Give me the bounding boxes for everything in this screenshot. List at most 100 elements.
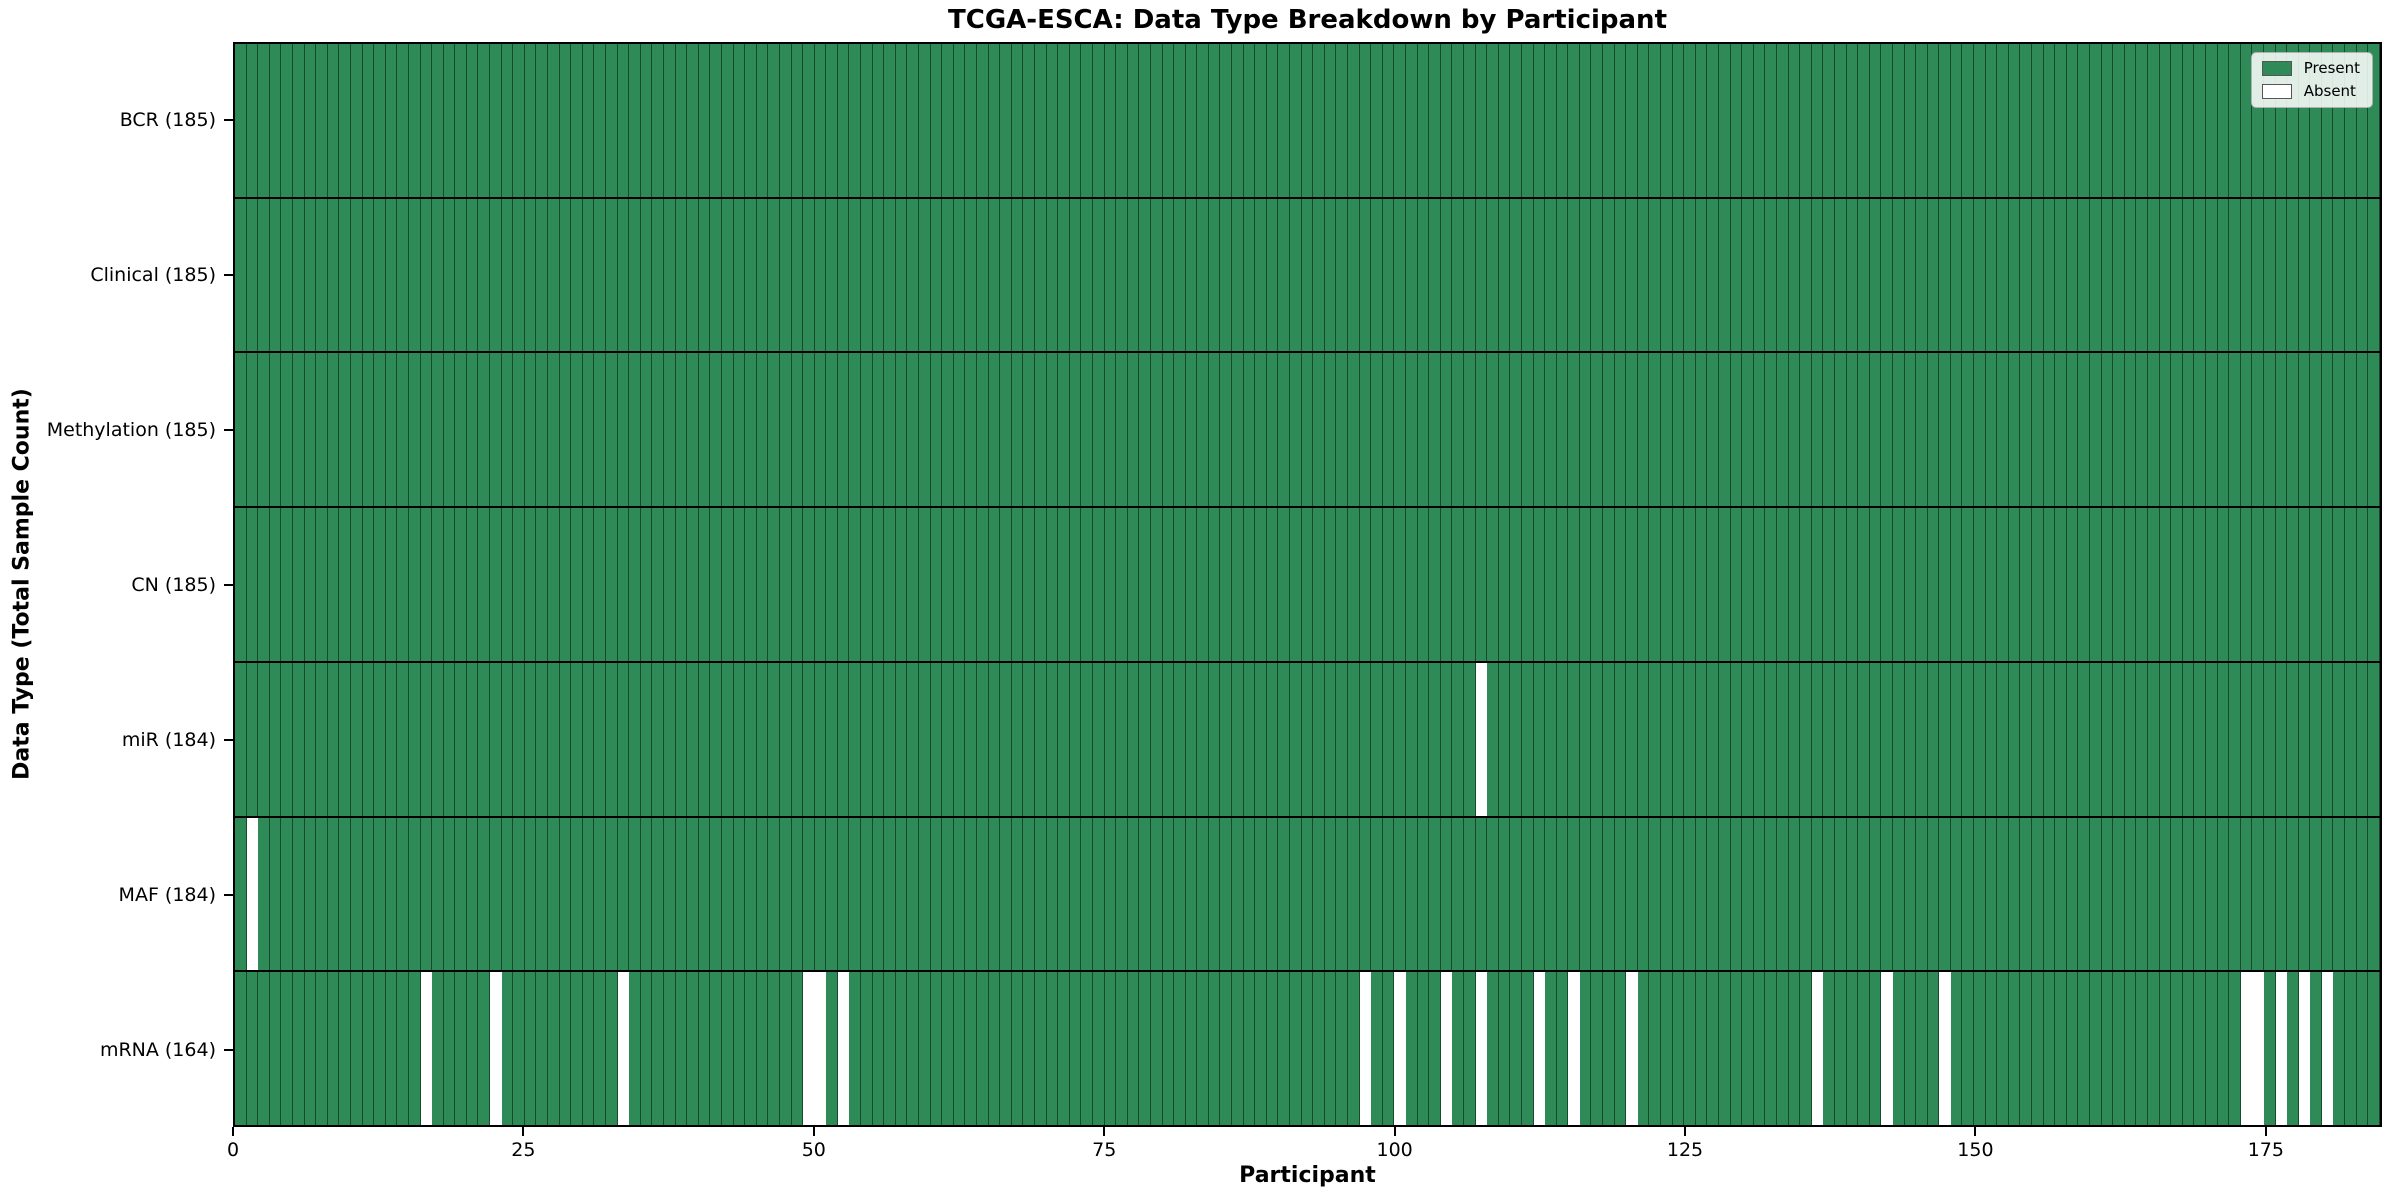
y-tick-label-Methylation: Methylation (185) [46,418,216,441]
present-cell [721,508,734,661]
present-cell [466,353,479,507]
present-cell [1278,972,1291,1126]
present-cell [2136,508,2148,661]
absent-swatch [2261,84,2292,99]
present-cell [861,817,873,971]
present-cell [1417,508,1430,661]
present-cell [455,508,467,661]
data-type-row-mRNA [235,972,2380,1126]
present-cell [675,44,688,197]
present-cell [1440,44,1453,197]
present-cell [2136,353,2148,507]
present-cell [1429,353,1441,507]
present-cell [1313,198,1325,352]
present-cell [1440,508,1453,661]
present-cell [606,972,618,1126]
present-cell [327,44,340,197]
present-cell [1185,817,1198,971]
present-cell [884,817,896,971]
present-cell [1626,508,1638,661]
present-cell [1950,662,1963,816]
present-cell [455,353,467,507]
present-cell [733,44,746,197]
present-cell [1092,508,1105,661]
absent-cell [1359,972,1372,1126]
present-cell [582,353,595,507]
present-cell [1463,353,1476,507]
present-cell [791,44,804,197]
present-cell [721,353,734,507]
present-cell [1092,662,1105,816]
present-cell [652,508,664,661]
present-cell [1475,817,1488,971]
present-cell [1556,662,1569,816]
present-cell [2205,662,2218,816]
x-tick-mark [812,1127,815,1136]
present-cell [1417,662,1430,816]
present-cell [1278,508,1291,661]
present-cell [362,44,375,197]
present-cell [1174,972,1186,1126]
present-cell [1765,508,1777,661]
present-cell [1672,508,1685,661]
present-cell [675,198,688,352]
present-cell [861,508,873,661]
y-tick-label-mRNA: mRNA (164) [99,1038,216,1061]
present-cell [1823,353,1835,507]
present-cell [942,44,954,197]
present-cell [2066,198,2079,352]
present-cell [2345,662,2357,816]
present-cell [1985,44,1998,197]
present-cell [965,817,977,971]
present-cell [1150,353,1163,507]
present-cell [385,353,398,507]
present-cell [1092,44,1105,197]
present-cell [1232,662,1244,816]
present-cell [1058,817,1070,971]
present-cell [408,817,421,971]
present-cell [397,353,409,507]
present-cell [768,508,780,661]
present-cell [1104,662,1117,816]
present-cell [779,972,792,1126]
present-cell [1556,198,1569,352]
present-cell [2078,662,2090,816]
data-type-row-CN [235,508,2380,663]
present-cell [1788,662,1801,816]
present-cell [2333,353,2346,507]
present-cell [513,662,525,816]
present-cell [490,198,502,352]
present-cell [1637,817,1650,971]
present-cell [1672,198,1685,352]
present-cell [432,508,444,661]
present-cell [2171,508,2183,661]
present-cell [617,353,630,507]
present-cell [1661,972,1673,1126]
absent-cell [617,972,630,1126]
present-cell [884,508,896,661]
present-cell [733,353,746,507]
present-cell [663,353,676,507]
present-cell [1869,972,1882,1126]
present-cell [443,662,456,816]
present-cell [1568,817,1580,971]
present-cell [2043,198,2056,352]
present-cell [1695,817,1708,971]
present-cell [1776,662,1789,816]
present-cell [281,353,293,507]
present-cell [2147,972,2160,1126]
present-cell [1719,353,1731,507]
x-tick-mark [2264,1127,2267,1136]
present-cell [1092,972,1105,1126]
present-cell [1243,198,1256,352]
present-cell [2182,817,2195,971]
present-cell [1278,662,1291,816]
present-cell [1892,198,1905,352]
present-cell [513,198,525,352]
present-cell [2298,508,2311,661]
present-cell [2113,662,2125,816]
present-cell [826,972,838,1126]
present-cell [2032,198,2044,352]
present-cell [1603,198,1615,352]
present-cell [1034,44,1047,197]
